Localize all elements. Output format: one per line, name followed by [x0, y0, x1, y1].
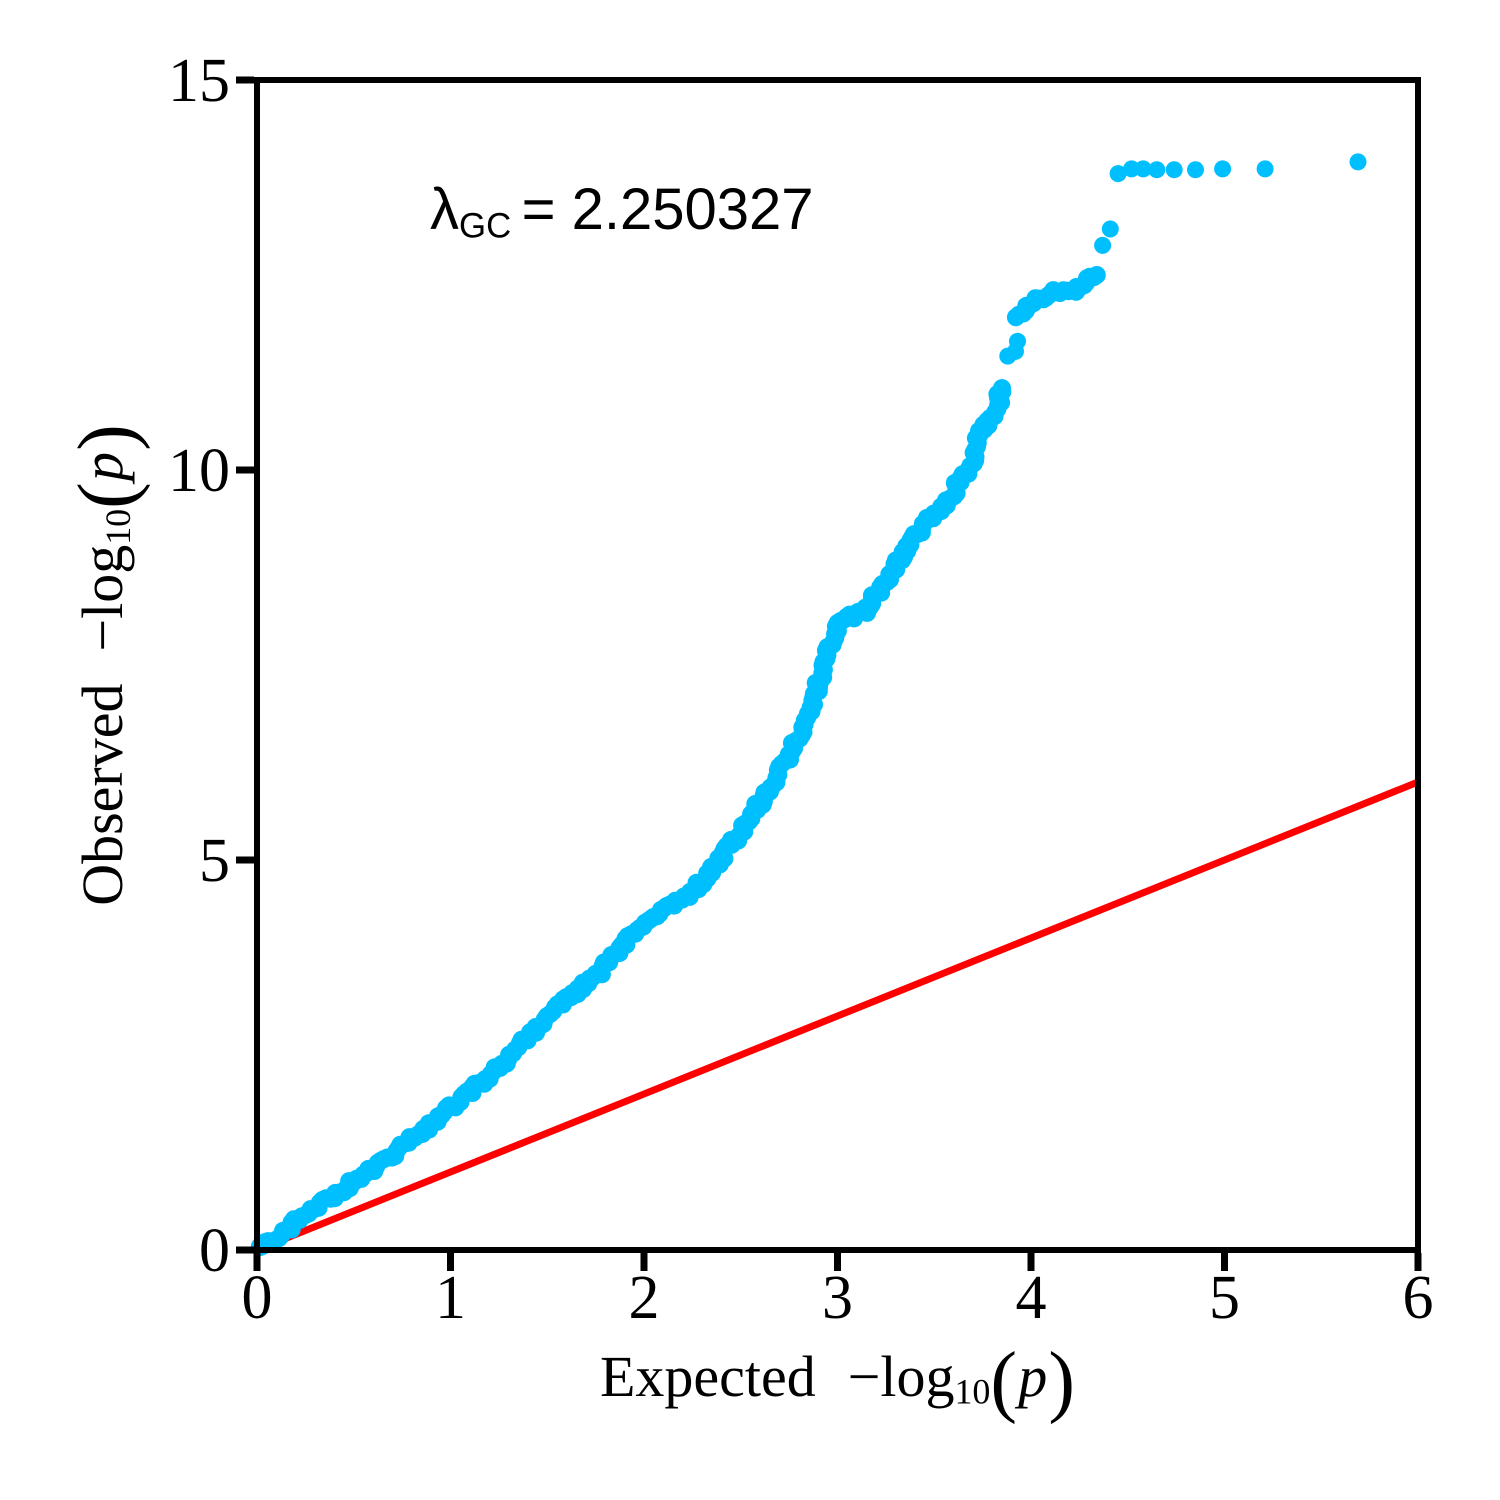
x-axis-title-func: −log [847, 1343, 955, 1409]
y-tick-label: 10 [168, 437, 230, 505]
observed-quantiles-top-points [999, 153, 1367, 365]
plot-border [254, 77, 1421, 1253]
x-axis-title-sub: 10 [954, 1371, 991, 1412]
x-tick-label: 3 [822, 1264, 853, 1332]
data-point [1165, 161, 1183, 179]
x-axis-title-open-paren: ( [990, 1337, 1018, 1425]
data-point [1101, 220, 1119, 238]
y-axis-title-sub: 10 [97, 508, 138, 545]
y-axis-title-func: −log [70, 544, 135, 652]
data-point [1087, 266, 1106, 284]
x-axis-title: Expected −log10(p) [257, 1336, 1418, 1427]
x-tick-label: 0 [242, 1264, 273, 1332]
y-tick-label: 5 [199, 827, 230, 895]
lambda-annotation: λGC = 2.250327 [430, 176, 814, 246]
x-axis-title-close-paren: ) [1048, 1337, 1076, 1425]
observed-quantiles-dense-band-upper [1006, 266, 1106, 327]
x-tick-label: 4 [1016, 1264, 1047, 1332]
y-axis-title-word: Observed [70, 683, 135, 906]
data-point [1256, 160, 1274, 178]
y-axis-title-p: p [70, 452, 135, 482]
data-point [1094, 236, 1112, 254]
y-tick-label: 0 [199, 1217, 230, 1285]
lambda-symbol: λ [430, 177, 459, 242]
data-point [1214, 160, 1232, 178]
lambda-subscript: GC [459, 206, 512, 246]
x-axis-title-word: Expected [599, 1343, 816, 1409]
data-point [1148, 161, 1166, 179]
data-point [1187, 161, 1204, 179]
data-point [1109, 165, 1127, 183]
x-tick-label: 1 [435, 1264, 466, 1332]
observed-quantiles-dense-band [251, 379, 1012, 1256]
x-tick-label: 2 [629, 1264, 660, 1332]
lambda-value: = 2.250327 [521, 177, 814, 242]
data-point [993, 379, 1011, 398]
y-tick-label: 15 [168, 47, 230, 115]
data-point [1349, 153, 1367, 171]
y-axis-title: Observed −log10(p) [53, 65, 153, 1265]
x-axis-title-p: p [1018, 1343, 1048, 1409]
y-axis-title-close-paren: ) [63, 424, 152, 451]
data-point [1009, 332, 1026, 350]
x-tick-label: 6 [1403, 1264, 1434, 1332]
identity-line [255, 778, 1420, 1254]
y-axis-title-open-paren: ( [63, 482, 152, 509]
data-point [1134, 160, 1152, 178]
x-tick-label: 5 [1209, 1264, 1240, 1332]
